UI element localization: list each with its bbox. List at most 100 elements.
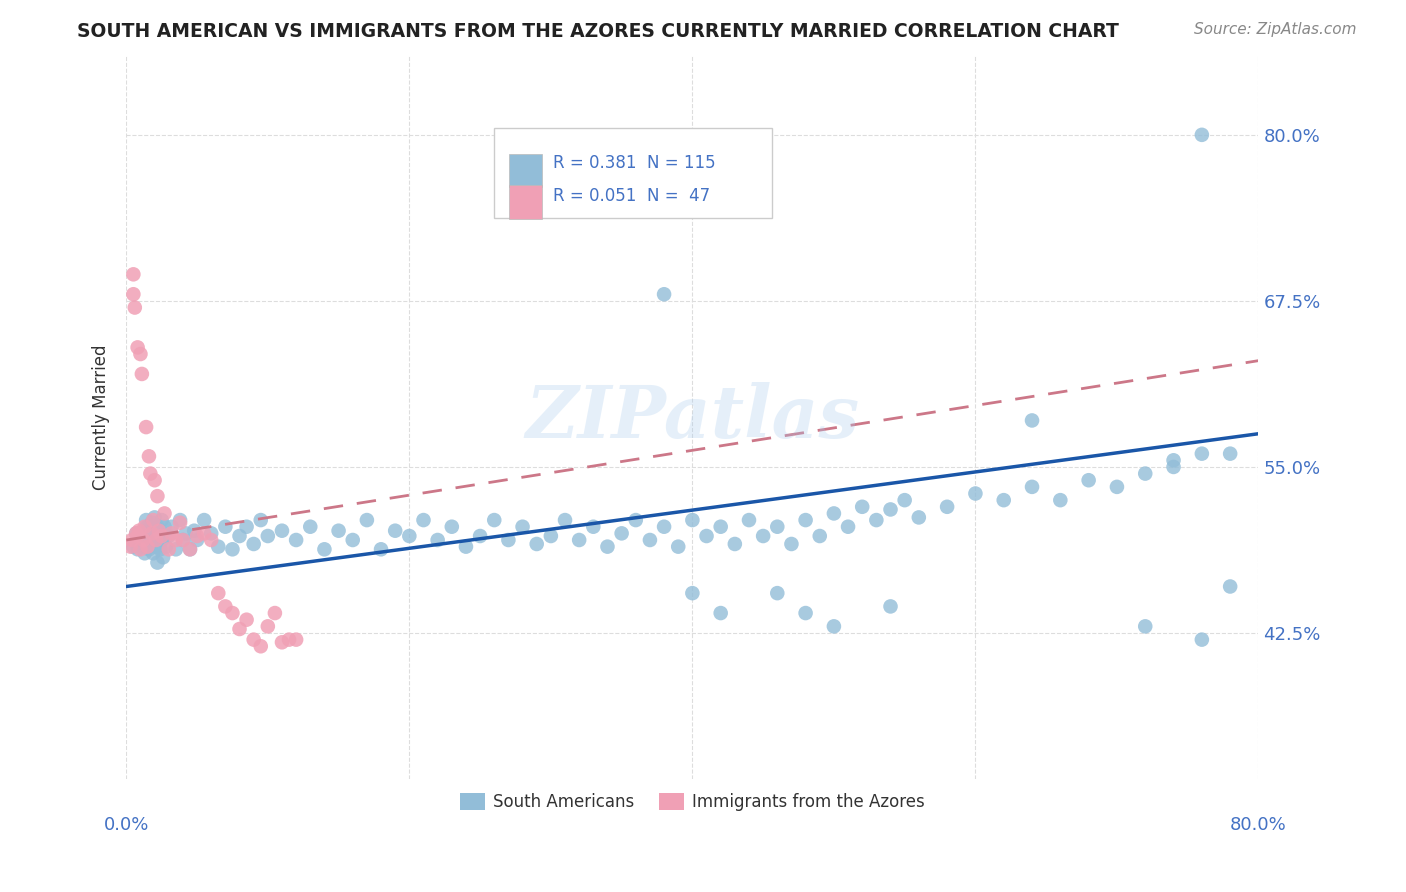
- Text: N = 115: N = 115: [647, 153, 716, 172]
- Point: [183, 524, 205, 538]
- Point: [370, 542, 392, 557]
- Point: [131, 367, 153, 381]
- Point: [214, 599, 236, 614]
- Point: [285, 632, 308, 647]
- Point: [1105, 480, 1128, 494]
- Point: [186, 529, 208, 543]
- Point: [134, 546, 156, 560]
- Point: [568, 533, 591, 547]
- Point: [149, 542, 172, 557]
- Point: [1049, 493, 1071, 508]
- Point: [160, 526, 183, 541]
- Text: 0.0%: 0.0%: [104, 816, 149, 834]
- FancyBboxPatch shape: [495, 128, 772, 218]
- Point: [278, 632, 301, 647]
- Point: [299, 519, 322, 533]
- Point: [666, 540, 689, 554]
- Text: SOUTH AMERICAN VS IMMIGRANTS FROM THE AZORES CURRENTLY MARRIED CORRELATION CHART: SOUTH AMERICAN VS IMMIGRANTS FROM THE AZ…: [77, 22, 1119, 41]
- Point: [200, 533, 222, 547]
- Text: 80.0%: 80.0%: [1230, 816, 1286, 834]
- Point: [766, 586, 789, 600]
- Point: [454, 540, 477, 554]
- Point: [150, 529, 173, 543]
- Point: [121, 533, 143, 547]
- Point: [129, 533, 152, 547]
- Point: [242, 632, 264, 647]
- Point: [134, 519, 156, 533]
- Text: Source: ZipAtlas.com: Source: ZipAtlas.com: [1194, 22, 1357, 37]
- Point: [823, 507, 845, 521]
- Point: [160, 519, 183, 533]
- Point: [146, 519, 169, 533]
- Point: [1163, 459, 1185, 474]
- Text: R = 0.051: R = 0.051: [553, 187, 637, 205]
- Point: [138, 542, 160, 557]
- Point: [1135, 619, 1157, 633]
- Point: [724, 537, 747, 551]
- Point: [1021, 413, 1043, 427]
- Point: [249, 513, 271, 527]
- Point: [271, 635, 294, 649]
- Point: [328, 524, 350, 538]
- Point: [143, 510, 166, 524]
- Point: [851, 500, 873, 514]
- Point: [152, 550, 174, 565]
- Point: [135, 420, 157, 434]
- Point: [865, 513, 887, 527]
- Point: [314, 542, 336, 557]
- Point: [794, 513, 817, 527]
- Point: [129, 542, 152, 557]
- Point: [174, 526, 197, 541]
- Legend: South Americans, Immigrants from the Azores: South Americans, Immigrants from the Azo…: [453, 787, 932, 818]
- Point: [766, 519, 789, 533]
- Point: [128, 524, 150, 538]
- Point: [342, 533, 364, 547]
- Y-axis label: Currently Married: Currently Married: [93, 344, 110, 490]
- Point: [256, 619, 278, 633]
- Point: [122, 287, 145, 301]
- Point: [146, 489, 169, 503]
- Point: [142, 513, 165, 527]
- Point: [139, 526, 162, 541]
- Point: [540, 529, 562, 543]
- Point: [127, 340, 149, 354]
- Point: [169, 516, 191, 530]
- Point: [652, 287, 675, 301]
- Point: [148, 524, 170, 538]
- Point: [122, 268, 145, 282]
- Point: [1135, 467, 1157, 481]
- Text: R = 0.381: R = 0.381: [553, 153, 637, 172]
- Point: [412, 513, 434, 527]
- Point: [124, 301, 146, 315]
- Point: [738, 513, 761, 527]
- Point: [141, 516, 163, 530]
- Point: [398, 529, 420, 543]
- Point: [127, 529, 149, 543]
- Point: [1191, 447, 1213, 461]
- Point: [153, 507, 176, 521]
- Point: [1219, 580, 1241, 594]
- Point: [780, 537, 803, 551]
- Point: [610, 526, 633, 541]
- Point: [837, 519, 859, 533]
- Point: [596, 540, 619, 554]
- Point: [172, 533, 194, 547]
- Point: [384, 524, 406, 538]
- Point: [179, 542, 201, 557]
- Point: [125, 526, 148, 541]
- Point: [242, 537, 264, 551]
- Point: [135, 513, 157, 527]
- Point: [271, 524, 294, 538]
- Point: [120, 540, 142, 554]
- Point: [221, 542, 243, 557]
- Point: [710, 519, 733, 533]
- Point: [823, 619, 845, 633]
- Point: [136, 519, 159, 533]
- Point: [145, 533, 167, 547]
- Point: [808, 529, 831, 543]
- Point: [143, 473, 166, 487]
- Point: [207, 540, 229, 554]
- Point: [169, 513, 191, 527]
- Point: [1077, 473, 1099, 487]
- Point: [155, 540, 177, 554]
